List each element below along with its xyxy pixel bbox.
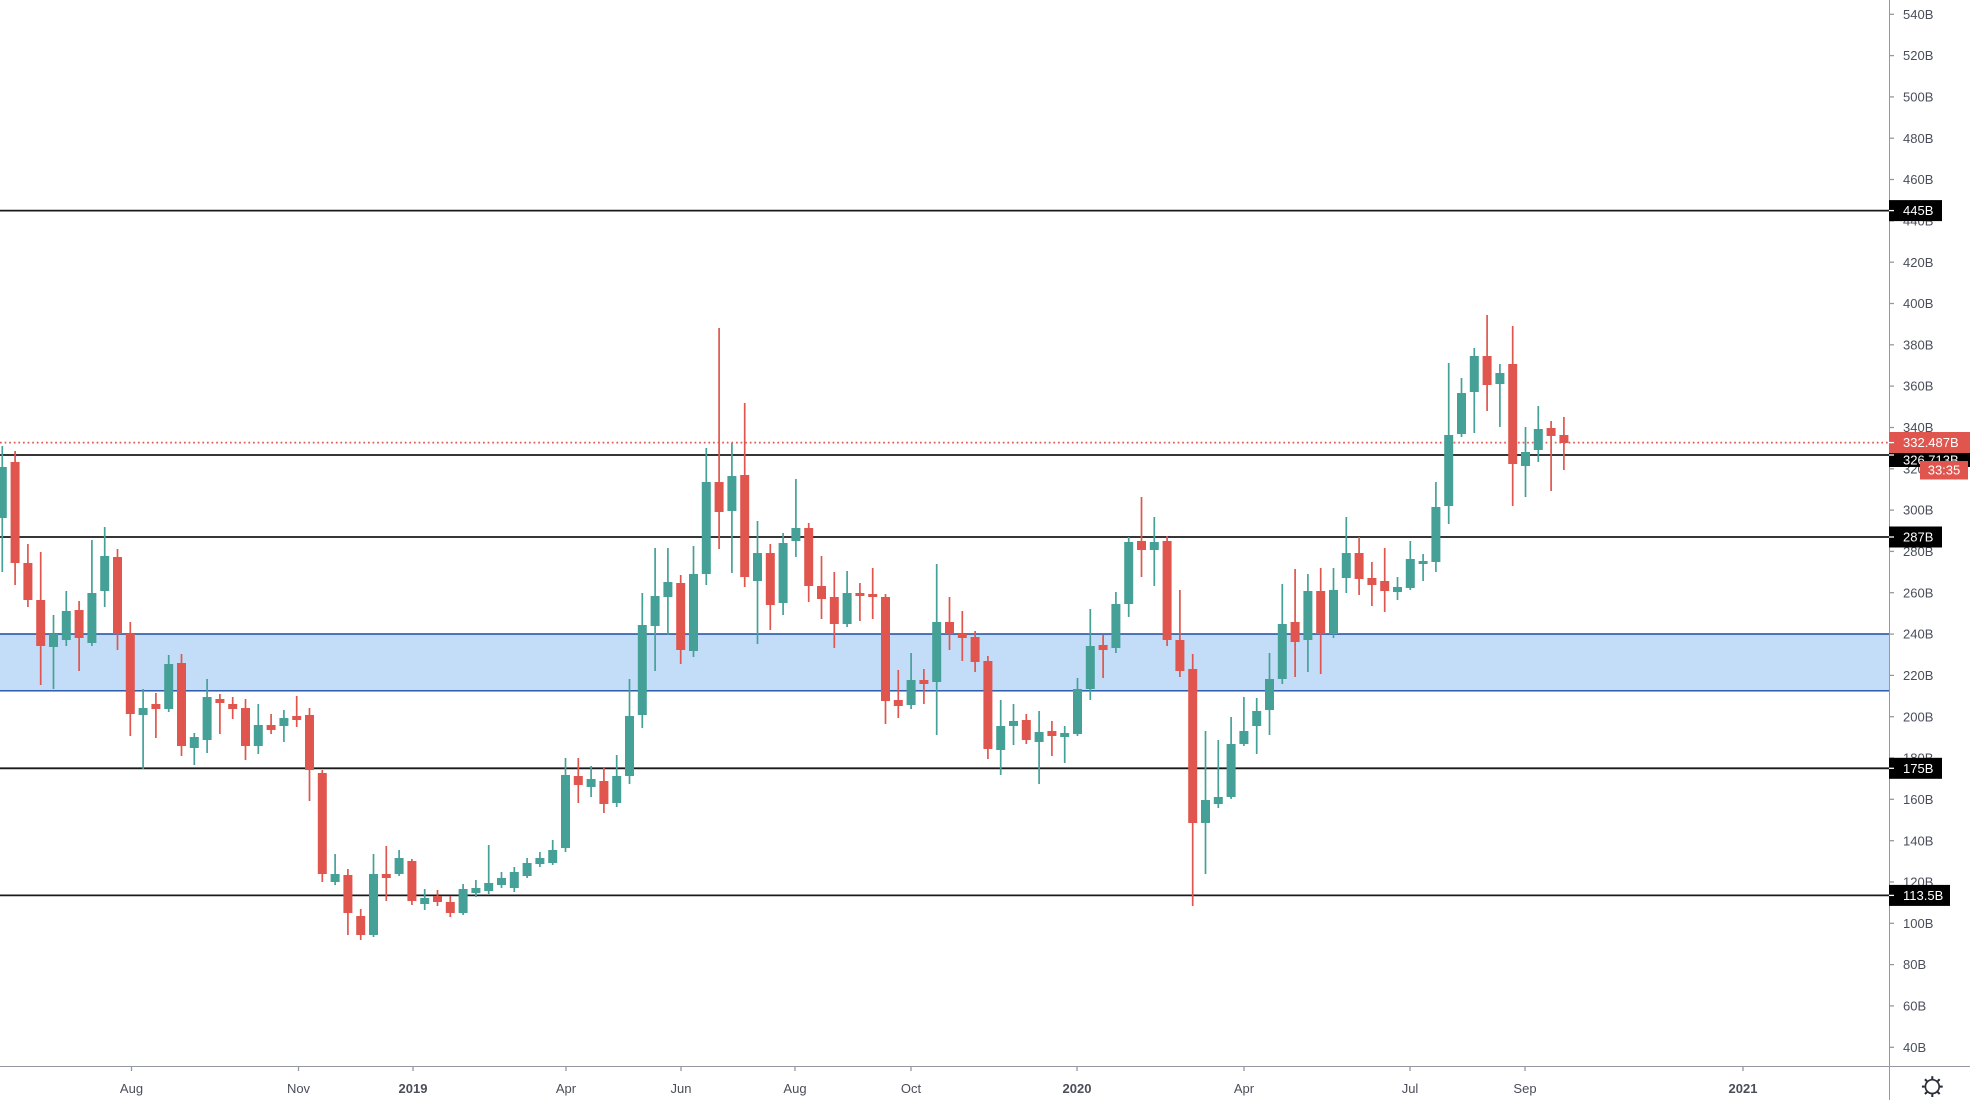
svg-text:220B: 220B (1903, 668, 1933, 683)
svg-text:480B: 480B (1903, 131, 1933, 146)
svg-text:Nov: Nov (287, 1081, 311, 1096)
svg-text:2021: 2021 (1729, 1081, 1758, 1096)
svg-text:Aug: Aug (783, 1081, 806, 1096)
svg-text:Apr: Apr (1234, 1081, 1255, 1096)
svg-text:287B: 287B (1903, 530, 1933, 545)
svg-text:500B: 500B (1903, 90, 1933, 105)
svg-text:Aug: Aug (120, 1081, 143, 1096)
svg-text:445B: 445B (1903, 203, 1933, 218)
svg-text:175B: 175B (1903, 761, 1933, 776)
svg-text:33:35: 33:35 (1928, 463, 1961, 478)
svg-text:240B: 240B (1903, 627, 1933, 642)
svg-text:380B: 380B (1903, 337, 1933, 352)
svg-text:360B: 360B (1903, 379, 1933, 394)
svg-text:460B: 460B (1903, 172, 1933, 187)
svg-text:520B: 520B (1903, 48, 1933, 63)
svg-text:280B: 280B (1903, 544, 1933, 559)
svg-text:100B: 100B (1903, 916, 1933, 931)
svg-text:400B: 400B (1903, 296, 1933, 311)
svg-text:113.5B: 113.5B (1903, 888, 1943, 903)
svg-text:Sep: Sep (1513, 1081, 1536, 1096)
svg-text:332.487B: 332.487B (1903, 435, 1959, 450)
svg-text:Jun: Jun (671, 1081, 692, 1096)
svg-text:Jul: Jul (1402, 1081, 1419, 1096)
svg-text:260B: 260B (1903, 585, 1933, 600)
svg-text:2020: 2020 (1063, 1081, 1092, 1096)
svg-text:Oct: Oct (901, 1081, 922, 1096)
svg-text:140B: 140B (1903, 833, 1933, 848)
svg-text:540B: 540B (1903, 7, 1933, 22)
svg-text:300B: 300B (1903, 503, 1933, 518)
svg-text:2019: 2019 (399, 1081, 428, 1096)
svg-text:340B: 340B (1903, 420, 1933, 435)
svg-text:60B: 60B (1903, 999, 1926, 1014)
svg-text:Apr: Apr (556, 1081, 577, 1096)
svg-text:200B: 200B (1903, 709, 1933, 724)
svg-text:40B: 40B (1903, 1040, 1926, 1055)
svg-text:420B: 420B (1903, 255, 1933, 270)
svg-text:160B: 160B (1903, 792, 1933, 807)
svg-text:80B: 80B (1903, 957, 1926, 972)
